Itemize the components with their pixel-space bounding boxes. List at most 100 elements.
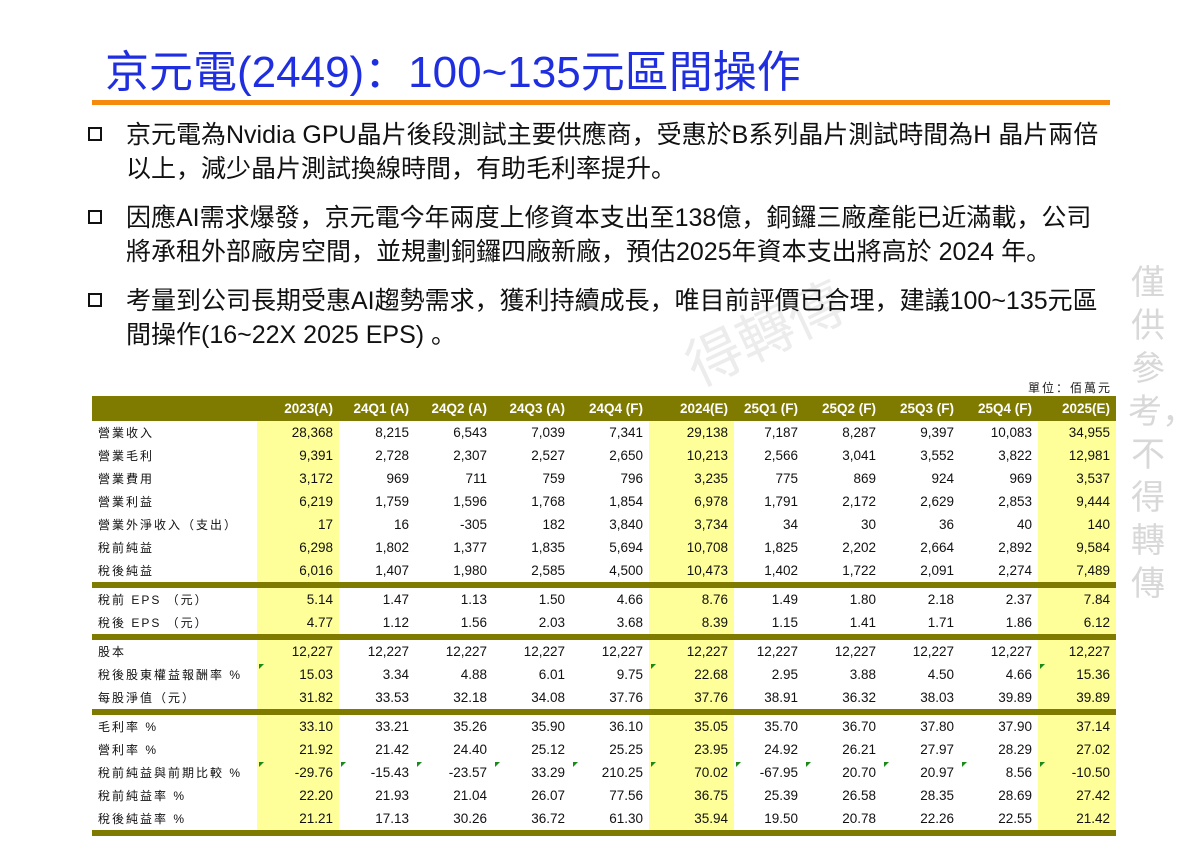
row-label: 股本: [98, 645, 127, 659]
table-cell: 6,978: [649, 490, 734, 513]
table-cell: -15.43: [339, 761, 415, 784]
table-cell: -29.76: [257, 761, 339, 784]
row-label: 稅前純益率 %: [98, 789, 187, 803]
table-cell: 2,853: [998, 494, 1032, 509]
table-cell: 4.77: [257, 611, 339, 634]
table-cell: 10,213: [649, 444, 734, 467]
table-cell: 21.42: [1038, 807, 1116, 830]
table-row: 稅前純益 6,298 1,802 1,377 1,835 5,694 10,708 1,825…: [92, 536, 1116, 559]
table-cell: 4.66: [616, 592, 643, 607]
table-cell: 27.02: [1038, 738, 1116, 761]
table-cell: 8.39: [649, 611, 734, 634]
table-cell: 21.04: [453, 788, 487, 803]
row-label: 稅後純益: [98, 564, 155, 578]
column-header: 25Q3 (F): [882, 396, 960, 421]
table-cell: 21.42: [375, 742, 409, 757]
table-cell: 3,840: [609, 517, 643, 532]
row-label: 每股淨值（元）: [98, 691, 197, 705]
table-cell: 12,227: [367, 644, 409, 659]
table-cell: 2.18: [927, 592, 954, 607]
table-cell: 15.36: [1038, 663, 1116, 686]
table-cell: 1,768: [531, 494, 565, 509]
table-cell: 10,708: [649, 536, 734, 559]
table-cell: -67.95: [734, 761, 804, 784]
table-row: 營業利益 6,219 1,759 1,596 1,768 1,854 6,978 1,791 2…: [92, 490, 1116, 513]
group-divider: [92, 634, 1116, 640]
table-cell: 26.21: [842, 742, 876, 757]
row-label: 稅後純益率 %: [98, 812, 187, 826]
row-label: 營業利益: [98, 495, 155, 509]
table-cell: 2,566: [764, 448, 798, 463]
table-cell: 2.95: [771, 667, 798, 682]
table-cell: -23.57: [415, 761, 493, 784]
title-underline: [92, 100, 1110, 105]
table-cell: 6,543: [453, 425, 487, 440]
table-cell: 39.89: [998, 690, 1032, 705]
table-cell: 1,596: [453, 494, 487, 509]
table-cell: 711: [465, 471, 487, 486]
divider-bar: [92, 582, 1116, 588]
table-cell: 1.80: [849, 592, 876, 607]
column-header: 25Q2 (F): [804, 396, 882, 421]
table-row: 稅後股東權益報酬率 % 15.03 3.34 4.88 6.01 9.75 22.68 2.9…: [92, 663, 1116, 686]
bullet-text: 京元電為Nvidia GPU晶片後段測試主要供應商，受惠於B系列晶片測試時間為H…: [126, 121, 1099, 183]
table-cell: 1.41: [849, 615, 876, 630]
table-row: 營業費用 3,172 969 711 759 796 3,235 775 869 924 969 3,…: [92, 467, 1116, 490]
bullet-item: 京元電為Nvidia GPU晶片後段測試主要供應商，受惠於B系列晶片測試時間為H…: [86, 118, 1116, 186]
table-row: 稅前純益與前期比較 % -29.76 -15.43 -23.57 33.29 210.25…: [92, 761, 1116, 784]
table-cell: 21.21: [257, 807, 339, 830]
table-cell: 7,341: [609, 425, 643, 440]
divider-bar: [92, 634, 1116, 640]
table-row: 稅前純益率 % 22.20 21.93 21.04 26.07 77.56 36.75 25.…: [92, 784, 1116, 807]
table-cell: 5,694: [609, 540, 643, 555]
table-cell: 26.58: [842, 788, 876, 803]
table-cell: 5.14: [257, 588, 339, 611]
table-cell: 70.02: [649, 761, 734, 784]
table-cell: 1.49: [771, 592, 798, 607]
column-header: 2023(A): [257, 396, 339, 421]
table-cell: 8,215: [375, 425, 409, 440]
table-cell: 1.86: [1005, 615, 1032, 630]
group-divider: [92, 582, 1116, 588]
table-row: 稅後純益率 % 21.21 17.13 30.26 36.72 61.30 35.94 19.…: [92, 807, 1116, 830]
table-cell: 1,825: [764, 540, 798, 555]
table-cell: 22.55: [998, 811, 1032, 826]
table-cell: 22.20: [257, 784, 339, 807]
table-cell: 35.90: [531, 719, 565, 734]
vertical-watermark: 僅供參考，不得轉傳: [1128, 263, 1196, 604]
table-cell: 12,981: [1038, 444, 1116, 467]
table-cell: 19.50: [764, 811, 798, 826]
square-bullet-icon: [88, 293, 102, 307]
table-cell: 12,227: [990, 644, 1032, 659]
table-cell: 77.56: [609, 788, 643, 803]
table-cell: 35.26: [453, 719, 487, 734]
table-cell: 40: [1016, 517, 1032, 532]
table-cell: 9,444: [1038, 490, 1116, 513]
column-header: 2025(E): [1038, 396, 1116, 421]
table-cell: 6,219: [257, 490, 339, 513]
table-cell: 27.97: [920, 742, 954, 757]
table-cell: 20.78: [842, 811, 876, 826]
table-cell: 33.21: [375, 719, 409, 734]
row-label: 營利率 %: [98, 743, 159, 757]
table-cell: 2,172: [842, 494, 876, 509]
table-cell: 37.14: [1038, 715, 1116, 738]
table-cell: 22.68: [649, 663, 734, 686]
table-cell: 4,500: [609, 563, 643, 578]
table-cell: 37.76: [609, 690, 643, 705]
table-cell: 2,202: [842, 540, 876, 555]
unit-label: 單位：佰萬元: [1027, 381, 1112, 395]
table-cell: 7.84: [1038, 588, 1116, 611]
table-cell: 23.95: [649, 738, 734, 761]
table-row: 每股淨值（元） 31.82 33.53 32.18 34.08 37.76 37.76 38.…: [92, 686, 1116, 709]
table-cell: 2,307: [453, 448, 487, 463]
table-cell: 20.97: [882, 761, 960, 784]
table-cell: 38.91: [764, 690, 798, 705]
page-title: 京元電(2449)：100~135元區間操作: [105, 48, 801, 97]
row-label: 營業外淨收入（支出）: [98, 518, 239, 532]
table-cell: 29,138: [649, 421, 734, 444]
table-cell: 2,527: [531, 448, 565, 463]
column-header: 2024(E): [649, 396, 734, 421]
table-cell: 8,287: [842, 425, 876, 440]
table-cell: 8.56: [960, 761, 1038, 784]
